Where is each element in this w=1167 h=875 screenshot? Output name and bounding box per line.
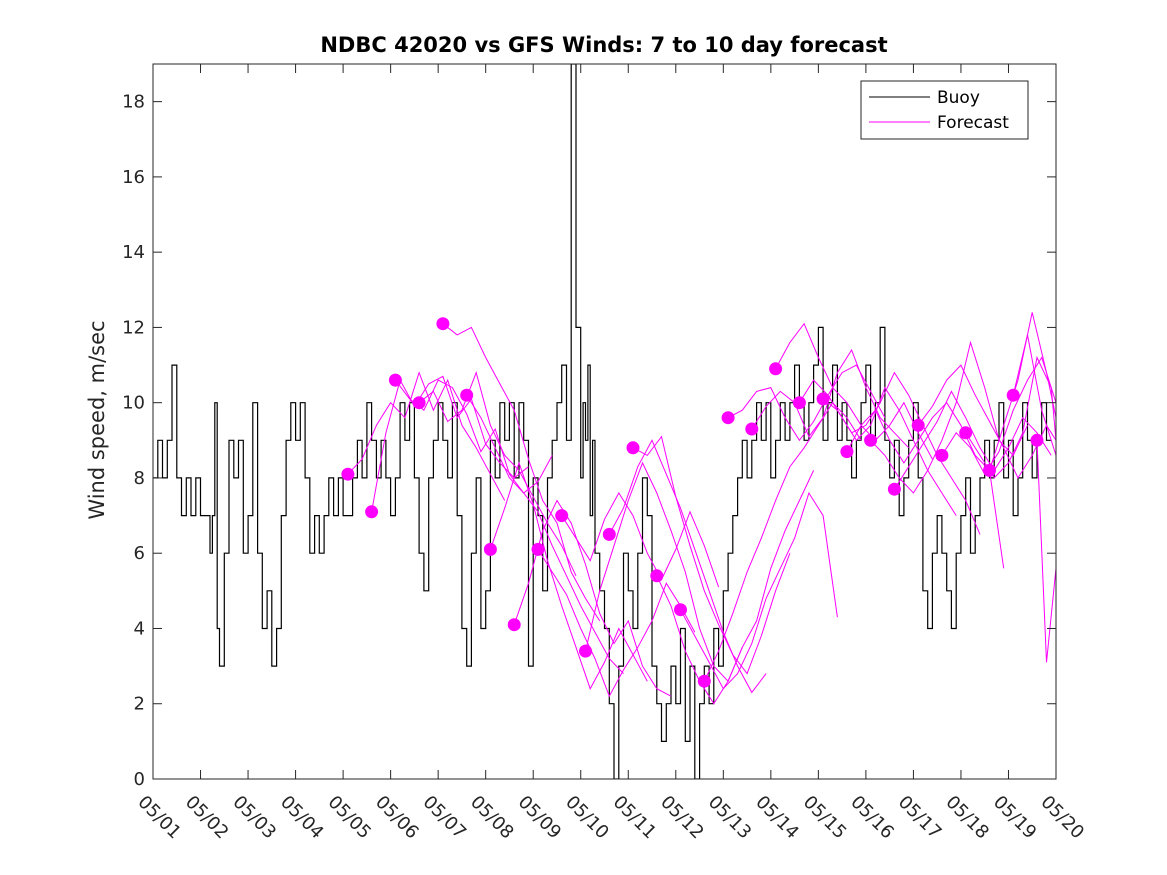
x-tick-label-15: 05/16 <box>846 792 898 844</box>
x-tick-label-7: 05/08 <box>466 792 518 844</box>
y-tick-label-6: 6 <box>134 543 145 564</box>
y-tick-label-18: 18 <box>122 92 145 113</box>
x-tick-label-4: 05/05 <box>324 792 376 844</box>
forecast-marker-9 <box>555 509 569 523</box>
forecast-marker-8 <box>531 542 545 556</box>
forecast-marker-7 <box>507 618 521 632</box>
x-tick-label-12: 05/13 <box>704 792 756 844</box>
forecast-trace-20 <box>822 371 981 535</box>
forecast-marker-17 <box>745 422 759 436</box>
forecast-marker-0 <box>341 467 355 481</box>
forecast-marker-24 <box>911 418 925 432</box>
y-tick-label-16: 16 <box>122 167 145 188</box>
forecast-trace-25 <box>941 356 1056 476</box>
x-tick-label-1: 05/02 <box>181 792 233 844</box>
forecast-marker-13 <box>650 569 664 583</box>
y-tick-label-4: 4 <box>134 618 145 639</box>
forecast-trace-11 <box>608 439 767 694</box>
forecast-marker-19 <box>792 396 806 410</box>
y-tick-label-12: 12 <box>122 317 145 338</box>
plot-area <box>153 64 1056 779</box>
y-tick-label-0: 0 <box>134 769 145 790</box>
legend-box <box>860 80 1029 140</box>
forecast-trace-29 <box>1036 440 1056 663</box>
x-tick-label-14: 05/15 <box>799 792 851 844</box>
forecast-trace-9 <box>561 492 720 588</box>
series-group <box>153 64 1056 779</box>
x-tick-label-17: 05/18 <box>941 792 993 844</box>
forecast-marker-11 <box>602 527 616 541</box>
forecast-marker-21 <box>840 445 854 459</box>
x-tick-label-3: 05/04 <box>276 792 328 844</box>
x-tick-label-0: 05/01 <box>133 792 185 844</box>
forecast-trace-3 <box>418 370 577 577</box>
forecast-marker-29 <box>1030 433 1044 447</box>
forecast-trace-0 <box>347 371 506 501</box>
forecast-marker-3 <box>412 396 426 410</box>
y-tick-label-10: 10 <box>122 393 145 414</box>
forecast-marker-12 <box>626 441 640 455</box>
forecast-marker-20 <box>816 392 830 406</box>
buoy-series-line <box>153 64 1052 779</box>
forecast-marker-15 <box>697 674 711 688</box>
forecast-marker-22 <box>864 433 878 447</box>
forecast-marker-14 <box>674 603 687 617</box>
x-tick-label-19: 05/20 <box>1036 792 1088 844</box>
forecast-trace-14 <box>680 491 838 690</box>
x-tick-label-11: 05/12 <box>656 792 708 844</box>
chart-title: NDBC 42020 vs GFS Winds: 7 to 10 day for… <box>320 33 887 57</box>
forecast-trace-10 <box>585 461 743 683</box>
forecast-trace-12 <box>632 435 791 675</box>
forecast-marker-2 <box>388 373 402 387</box>
forecast-marker-18 <box>769 362 783 376</box>
forecast-marker-27 <box>983 463 996 477</box>
forecast-trace-28 <box>1012 334 1056 456</box>
y-tick-label-2: 2 <box>134 694 145 715</box>
forecast-trace-7 <box>513 499 672 697</box>
y-axis-label: Wind speed, m/sec <box>85 320 109 519</box>
x-tick-label-2: 05/03 <box>229 792 281 844</box>
forecast-marker-5 <box>460 388 474 402</box>
forecast-marker-1 <box>365 505 379 519</box>
forecast-marker-23 <box>887 482 901 496</box>
forecast-trace-17 <box>751 348 910 449</box>
forecast-trace-1 <box>371 375 529 512</box>
forecast-trace-8 <box>537 549 696 698</box>
y-tick-label-14: 14 <box>122 242 145 263</box>
forecast-marker-4 <box>436 317 450 331</box>
forecast-marker-10 <box>579 644 592 658</box>
forecast-marker-6 <box>483 542 497 556</box>
x-tick-label-5: 05/06 <box>371 792 423 844</box>
axes-box <box>152 63 1057 780</box>
legend-label-forecast: Forecast <box>937 113 1009 133</box>
x-tick-label-13: 05/14 <box>751 792 803 844</box>
forecast-trace-18 <box>775 322 933 460</box>
forecast-trace-13 <box>656 470 815 705</box>
legend: Buoy Forecast <box>860 80 1029 140</box>
forecast-marker-26 <box>959 426 973 440</box>
y-tick-label-8: 8 <box>134 468 145 489</box>
x-tick-label-10: 05/11 <box>609 792 661 844</box>
forecast-marker-28 <box>1006 388 1020 402</box>
x-tick-label-18: 05/19 <box>989 792 1041 844</box>
forecast-trace-21 <box>846 401 1005 569</box>
forecast-trace-5 <box>466 394 624 674</box>
x-tick-label-6: 05/07 <box>419 792 471 844</box>
x-tick-label-8: 05/09 <box>514 792 566 844</box>
legend-label-buoy: Buoy <box>937 88 980 108</box>
x-tick-label-9: 05/10 <box>561 792 613 844</box>
forecast-trace-15 <box>703 401 862 682</box>
forecast-marker-16 <box>721 411 735 425</box>
x-tick-label-16: 05/17 <box>894 792 946 844</box>
forecast-marker-25 <box>935 448 949 462</box>
forecast-trace-4 <box>442 323 601 622</box>
